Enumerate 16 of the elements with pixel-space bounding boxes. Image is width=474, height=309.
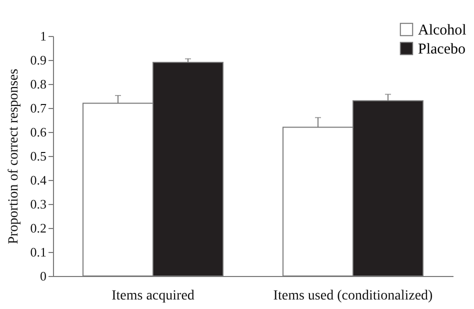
y-tick-label: 0.9 <box>30 52 46 68</box>
y-tick-label: 0 <box>40 268 46 284</box>
y-tick-label: 0.4 <box>30 172 47 188</box>
y-axis-title: Proportion of correct responses <box>6 68 22 244</box>
x-tick-label: Items used (conditionalized) <box>273 288 434 304</box>
y-tick-label: 0.5 <box>30 148 46 164</box>
y-tick-label: 1 <box>40 28 46 44</box>
x-tick-label: Items acquired <box>112 288 194 304</box>
y-tick-label: 0.6 <box>30 124 47 140</box>
legend-label: Alcohol <box>418 22 466 38</box>
y-tick-label: 0.7 <box>30 100 47 116</box>
legend-label: Placebo <box>418 42 466 58</box>
y-tick-label: 0.1 <box>30 244 46 260</box>
y-tick-label: 0.3 <box>30 196 46 212</box>
y-tick-label: 0.2 <box>30 220 46 236</box>
y-tick-label: 0.8 <box>30 76 46 92</box>
